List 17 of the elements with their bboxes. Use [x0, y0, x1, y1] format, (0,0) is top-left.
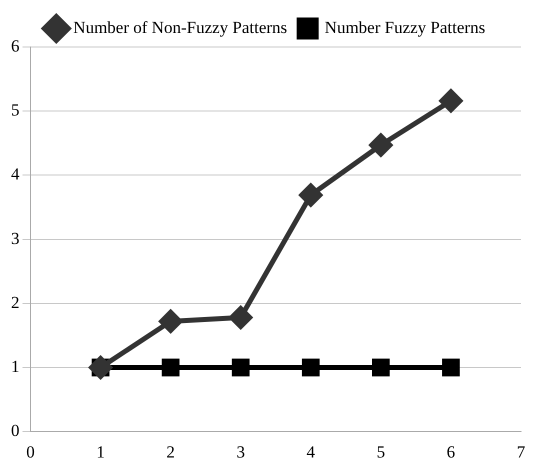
- x-tick-label: 2: [166, 442, 175, 462]
- x-tick-label: 7: [516, 442, 526, 462]
- y-tick-label: 1: [11, 356, 20, 376]
- x-tick-label: 5: [376, 442, 386, 462]
- y-tick-label: 3: [11, 228, 20, 248]
- y-tick-label: 0: [11, 421, 20, 440]
- y-tick-label: 2: [11, 292, 20, 312]
- x-tick-label: 3: [236, 442, 245, 462]
- y-tick-label: 5: [11, 100, 20, 120]
- x-tick-label: 4: [306, 442, 316, 462]
- x-tick-label: 6: [446, 442, 456, 462]
- y-tick-label: 6: [11, 36, 20, 56]
- legend-label: Number of Non-Fuzzy Patterns: [73, 18, 288, 37]
- legend-label: Number Fuzzy Patterns: [324, 18, 486, 37]
- y-tick-label: 4: [11, 164, 20, 184]
- x-tick-label: 1: [96, 442, 105, 462]
- x-tick-label: 0: [26, 442, 35, 462]
